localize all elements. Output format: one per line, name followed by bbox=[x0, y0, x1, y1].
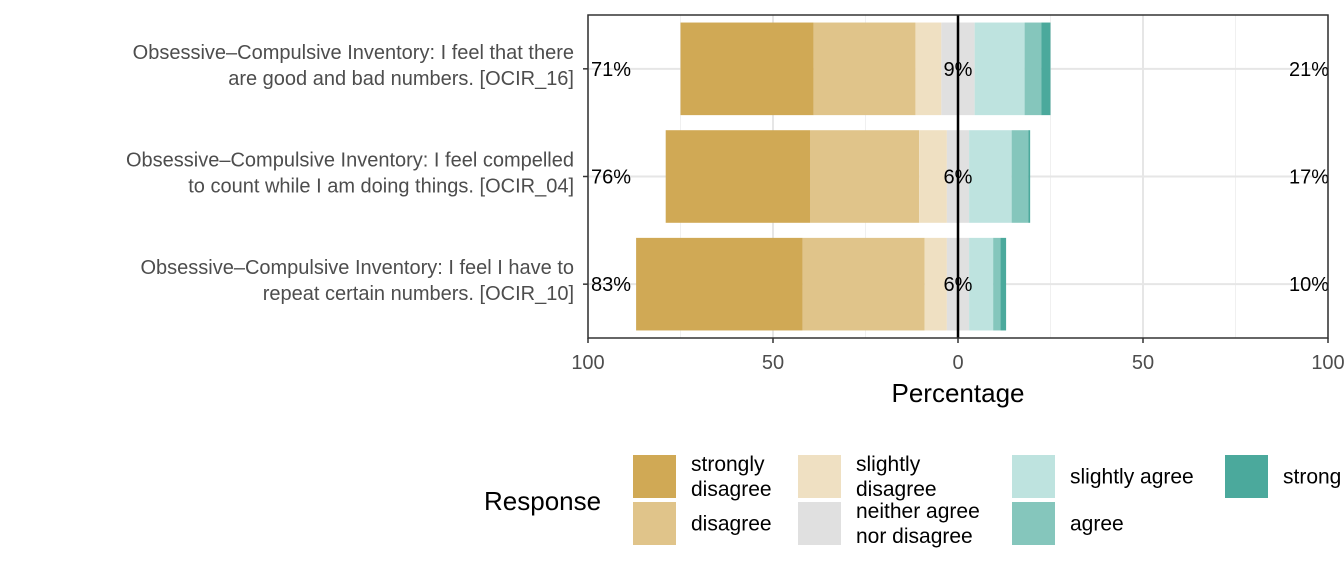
y-axis-label: are good and bad numbers. [OCIR_16] bbox=[228, 68, 574, 90]
bar-slightly-disagree bbox=[924, 237, 947, 331]
bar-strongly-disagree bbox=[665, 130, 810, 223]
legend-label: strongly bbox=[691, 453, 765, 476]
bar-disagree bbox=[810, 130, 920, 223]
legend-key-slightly-disagree bbox=[798, 455, 841, 498]
right-percent-label: 21% bbox=[1289, 59, 1329, 81]
bar-slightly-agree bbox=[974, 22, 1025, 116]
bar-slightly-agree bbox=[969, 130, 1012, 223]
y-axis-label: Obsessive–Compulsive Inventory: I feel t… bbox=[133, 42, 574, 64]
legend-key-neither-agree-nor-disagree bbox=[798, 502, 841, 545]
left-percent-label: 76% bbox=[591, 167, 631, 189]
y-axis-label: to count while I am doing things. [OCIR_… bbox=[188, 176, 574, 198]
legend-key-disagree bbox=[633, 502, 676, 545]
center-percent-label: 6% bbox=[944, 274, 973, 296]
bar-slightly-disagree bbox=[919, 130, 947, 223]
bar-slightly-disagree bbox=[915, 22, 942, 116]
x-axis-title: Percentage bbox=[892, 378, 1025, 408]
legend-key-strongly-agree bbox=[1225, 455, 1268, 498]
y-axis-label: Obsessive–Compulsive Inventory: I feel I… bbox=[140, 257, 574, 279]
x-tick-label: 50 bbox=[1132, 352, 1154, 374]
legend-label: slightly agree bbox=[1070, 466, 1194, 489]
bar-agree bbox=[993, 237, 1001, 331]
legend-label: neither agree bbox=[856, 500, 980, 523]
bar-agree bbox=[1024, 22, 1042, 116]
bar-strongly-agree bbox=[1041, 22, 1051, 116]
legend-key-slightly-agree bbox=[1012, 455, 1055, 498]
left-percent-label: 71% bbox=[591, 59, 631, 81]
bar-strongly-disagree bbox=[680, 22, 814, 116]
bar-slightly-agree bbox=[969, 237, 994, 331]
legend-label: disagree bbox=[691, 513, 772, 536]
legend-label: agree bbox=[1070, 513, 1124, 536]
legend-label: disagree bbox=[691, 478, 772, 501]
bar-disagree bbox=[802, 237, 925, 331]
bar-strongly-disagree bbox=[636, 237, 803, 331]
y-axis-label: repeat certain numbers. [OCIR_10] bbox=[263, 283, 574, 305]
bar-strongly-agree bbox=[1000, 237, 1007, 331]
y-axis-label: Obsessive–Compulsive Inventory: I feel c… bbox=[126, 150, 574, 172]
right-percent-label: 10% bbox=[1289, 274, 1329, 296]
bar-agree bbox=[1011, 130, 1029, 223]
x-tick-label: 0 bbox=[952, 352, 963, 374]
bar-disagree bbox=[813, 22, 916, 116]
right-percent-label: 17% bbox=[1289, 167, 1329, 189]
legend-key-strongly-disagree bbox=[633, 455, 676, 498]
legend-label: nor disagree bbox=[856, 525, 973, 548]
center-percent-label: 6% bbox=[944, 167, 973, 189]
x-tick-label: 50 bbox=[762, 352, 784, 374]
legend-key-agree bbox=[1012, 502, 1055, 545]
left-percent-label: 83% bbox=[591, 274, 631, 296]
center-percent-label: 9% bbox=[944, 59, 973, 81]
x-tick-label: 100 bbox=[1311, 352, 1344, 374]
x-tick-label: 100 bbox=[571, 352, 604, 374]
legend-title: Response bbox=[484, 486, 601, 516]
legend-label: disagree bbox=[856, 478, 937, 501]
bar-strongly-agree bbox=[1028, 130, 1031, 223]
legend-label: strong bbox=[1283, 466, 1341, 489]
legend-label: slightly bbox=[856, 453, 921, 476]
